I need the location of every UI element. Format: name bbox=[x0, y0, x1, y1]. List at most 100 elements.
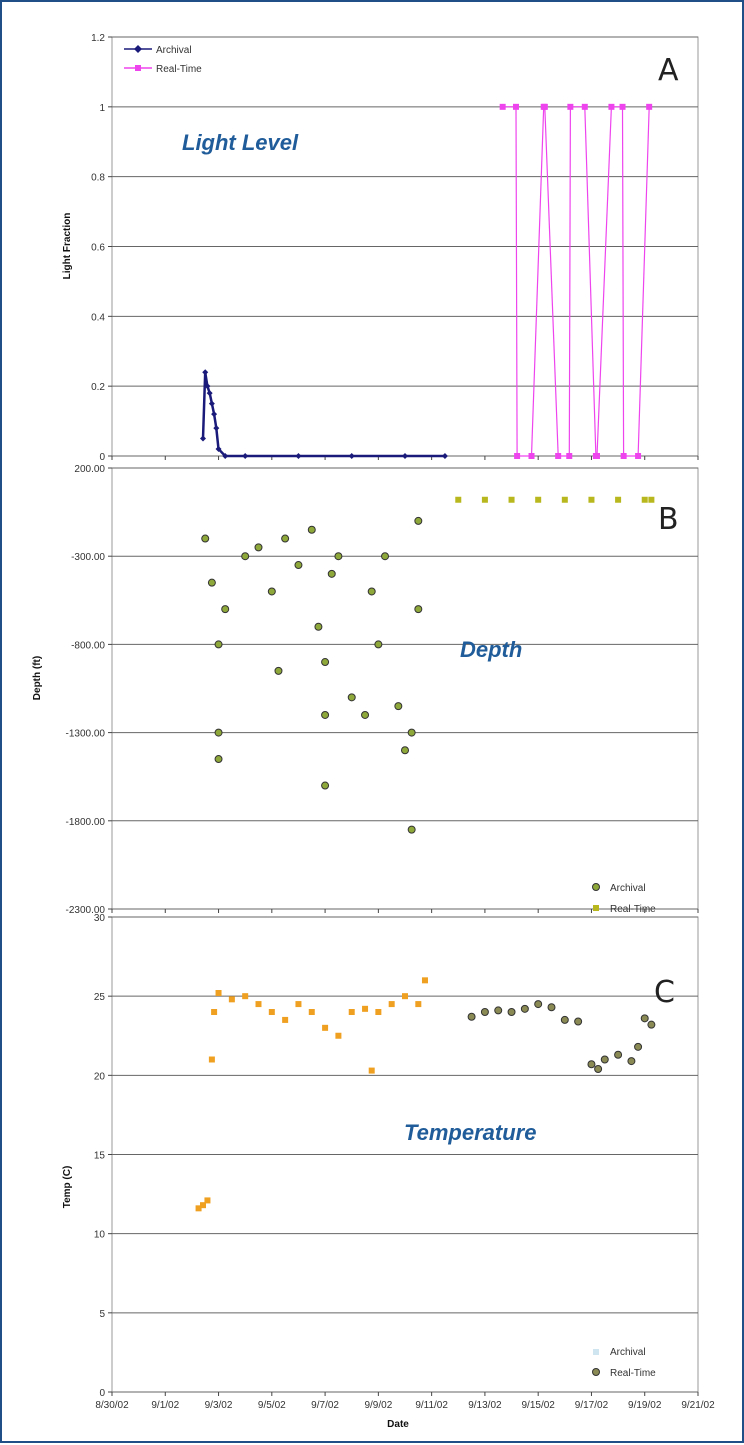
panel-c-series-realtime-point bbox=[507, 1008, 516, 1016]
panel-a-series-realtime-point bbox=[635, 453, 642, 459]
panel-c-xtick-label: 8/30/02 bbox=[95, 1400, 129, 1411]
panel-a-series-realtime-point bbox=[620, 453, 627, 459]
panel-c-ytick-label: 30 bbox=[94, 913, 106, 924]
panel-c-series-archival-point bbox=[368, 1067, 375, 1074]
panel-c-series-archival-point bbox=[215, 990, 222, 996]
panel-c-series-realtime-point bbox=[614, 1050, 623, 1059]
panel-a-ytick-label: 0.2 bbox=[91, 382, 105, 393]
panel-c-ytick-label: 15 bbox=[94, 1151, 106, 1162]
panel-c-ylabel: Temp (C) bbox=[62, 1166, 73, 1209]
panel-b-series-archival-point bbox=[214, 755, 223, 764]
panel-c-series-archival-point bbox=[295, 1001, 302, 1008]
legend-realtime-a: Real-Time bbox=[156, 64, 202, 75]
panel-b-series-archival-point bbox=[281, 534, 290, 543]
panel-c-series-realtime-point bbox=[560, 1015, 569, 1024]
panel-b-plot-area bbox=[111, 467, 699, 910]
panel-c-series-realtime-point bbox=[594, 1065, 603, 1073]
panel-c-series-archival-point bbox=[402, 993, 408, 1000]
panel-a-ytick-label: 1.2 bbox=[91, 33, 105, 44]
panel-c-series-realtime-point bbox=[534, 1000, 543, 1009]
panel-c-series-archival-point bbox=[375, 1009, 382, 1015]
panel-a-legend: Archival Real-Time bbox=[124, 45, 202, 75]
panel-c-letter: C bbox=[654, 975, 675, 1010]
panel-a-series-realtime-point bbox=[581, 103, 588, 110]
panel-b-series-archival-point bbox=[401, 746, 409, 755]
panel-a-series-realtime-point bbox=[514, 453, 521, 459]
panel-a-series-realtime-point bbox=[646, 103, 653, 110]
panel-c-xtick-label: 9/3/02 bbox=[205, 1400, 233, 1411]
panel-b-series-archival-point bbox=[201, 534, 210, 543]
panel-b: B Depth Depth (ft) Archival Real-Time -2… bbox=[32, 464, 699, 916]
panel-c-ytick-label: 20 bbox=[94, 1071, 106, 1082]
panel-a-series-realtime-point bbox=[512, 103, 519, 110]
panel-c-series-realtime-point bbox=[520, 1004, 529, 1013]
panel-c-series-archival-point bbox=[208, 1056, 215, 1063]
panel-b-series-archival-point bbox=[321, 710, 330, 719]
panel-b-ytick-label: -2300.00 bbox=[66, 905, 106, 916]
panel-c-ytick-label: 5 bbox=[99, 1309, 105, 1320]
panel-b-series-realtime-point bbox=[588, 496, 595, 503]
panel-b-series-archival-point bbox=[241, 552, 250, 561]
panel-c-ytick-label: 0 bbox=[99, 1388, 105, 1399]
panel-a-series-archival-point bbox=[213, 425, 220, 432]
panel-b-series-archival-point bbox=[307, 525, 316, 534]
panel-a-series-archival-point bbox=[348, 453, 355, 459]
panel-a-ytick-label: 0.8 bbox=[91, 173, 105, 184]
legend-realtime-c: Real-Time bbox=[610, 1368, 656, 1379]
panel-b-ylabel: Depth (ft) bbox=[32, 656, 43, 700]
panel-b-series-archival-point bbox=[321, 781, 330, 790]
panel-c-xtick-label: 9/1/02 bbox=[151, 1400, 179, 1411]
panel-c-series-archival-point bbox=[415, 1001, 422, 1008]
panel-a: A Light Level Light Fraction Archival Re… bbox=[62, 33, 699, 463]
panel-a-series-realtime-line bbox=[502, 106, 650, 457]
panel-b-series-archival-point bbox=[274, 666, 283, 675]
panel-c-ytick-label: 25 bbox=[94, 992, 106, 1003]
legend-archival-c: Archival bbox=[610, 1347, 646, 1358]
panel-c-xtick-label: 9/11/02 bbox=[415, 1400, 448, 1411]
panel-b-series-realtime-point bbox=[455, 496, 462, 503]
panel-b-caption: Depth bbox=[460, 637, 522, 662]
panel-a-series-realtime-point bbox=[567, 103, 574, 110]
panel-c-series-archival-point bbox=[362, 1005, 369, 1012]
panel-b-series-archival-point bbox=[314, 622, 323, 631]
panel-a-series-realtime-point bbox=[499, 103, 506, 110]
panel-a-series-realtime-point bbox=[608, 103, 615, 110]
panel-c-series-realtime-point bbox=[467, 1012, 476, 1021]
panel-a-series-archival-point bbox=[211, 411, 218, 418]
panel-b-series-archival-point bbox=[407, 728, 416, 737]
panel-a-letter: A bbox=[658, 53, 679, 88]
panel-a-series-archival-point bbox=[441, 453, 448, 459]
panel-b-series-realtime-point bbox=[615, 496, 622, 503]
panel-c-series-archival-point bbox=[421, 977, 428, 984]
panel-c-xtick-label: 9/17/02 bbox=[575, 1400, 609, 1411]
panel-a-series-archival-point bbox=[200, 435, 207, 442]
panel-b-series-archival-point bbox=[407, 825, 416, 834]
panel-b-series-realtime-point bbox=[561, 496, 568, 503]
panel-b-series-archival-point bbox=[394, 702, 403, 711]
panel-c-series-archival-point bbox=[204, 1197, 211, 1204]
legend-realtime-b: Real-Time bbox=[610, 904, 656, 915]
panel-b-series-archival-point bbox=[414, 605, 423, 614]
panel-b-series-archival-point bbox=[254, 543, 263, 552]
panel-c-xtick-label: 9/7/02 bbox=[311, 1400, 339, 1411]
panel-b-series-realtime-point bbox=[648, 496, 655, 503]
panel-a-ytick-label: 0.6 bbox=[91, 243, 105, 254]
panel-b-legend: Archival Real-Time bbox=[592, 883, 656, 915]
panel-c-series-realtime-point bbox=[647, 1020, 656, 1029]
panel-b-ytick-label: -800.00 bbox=[71, 640, 105, 651]
panel-b-series-archival-point bbox=[334, 552, 343, 561]
panel-c-series-realtime-point bbox=[574, 1017, 583, 1026]
panel-b-series-archival-point bbox=[207, 578, 216, 587]
legend-archival-b: Archival bbox=[610, 883, 646, 894]
panel-c-xtick-label: 9/9/02 bbox=[364, 1400, 392, 1411]
panel-b-series-archival-point bbox=[374, 640, 383, 649]
panel-b-series-realtime-point bbox=[508, 496, 515, 503]
panel-c-series-archival-point bbox=[388, 1001, 395, 1008]
panel-c-series-archival-point bbox=[255, 1001, 262, 1008]
panel-c-ytick-label: 10 bbox=[94, 1230, 106, 1241]
panel-c-xlabel: Date bbox=[387, 1419, 409, 1430]
panel-c-series-realtime-point bbox=[494, 1006, 503, 1015]
panel-a-series-archival-point bbox=[295, 453, 302, 459]
panel-a-series-realtime-point bbox=[619, 103, 626, 110]
